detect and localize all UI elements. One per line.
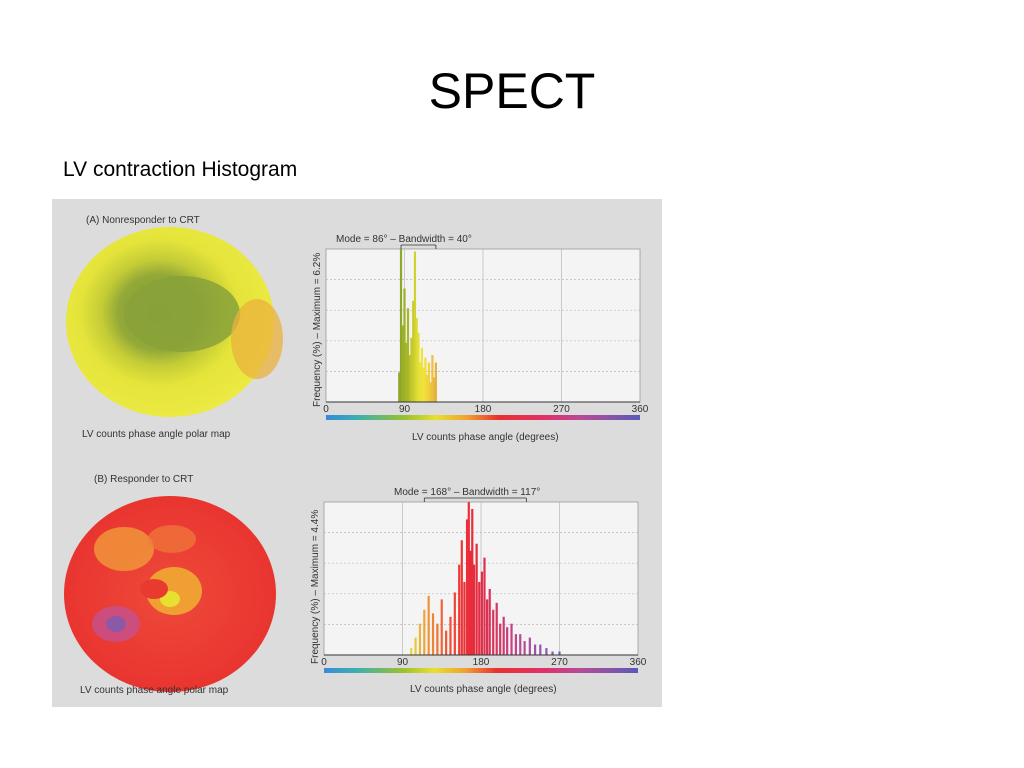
chart-b-xlabel: LV counts phase angle (degrees) [410,684,557,695]
slide-title: SPECT [428,63,596,119]
x-tick-label: 180 [473,657,490,668]
histogram-bar [478,581,481,655]
histogram-bar [412,300,415,402]
histogram-bar [558,651,561,655]
polar-map-b [64,496,276,692]
histogram-bar [413,251,417,402]
chart-b-title: Mode = 168° – Bandwidth = 117° [394,487,540,498]
histogram-bar [406,308,410,402]
chart-a-xlabel: LV counts phase angle (degrees) [412,432,559,443]
histogram-bar [465,519,469,655]
histogram-bar [401,325,404,402]
histogram-bar [420,347,424,402]
histogram-bar [475,543,478,655]
histogram-bar [427,595,430,655]
x-tick-label: 360 [630,657,647,668]
polar-map-a [66,227,283,417]
histogram-bar [426,374,429,402]
chart-a-title: Mode = 86° – Bandwidth = 40° [336,234,472,245]
histogram-bar [467,502,470,655]
histogram-bar [499,623,502,655]
x-tick-label: 90 [399,404,411,415]
panel-a-label: (A) Nonresponder to CRT [86,215,200,226]
histogram-bar [433,377,436,402]
histogram-bar [429,382,432,402]
histogram-bar [399,249,403,402]
chart-b-ylabel: Frequency (%) – Maximum = 4.4% [310,510,321,664]
histogram-bar [410,648,413,655]
histogram-bar [469,550,472,655]
histogram-bar [502,616,505,655]
histogram-bar [417,332,420,402]
histogram-bar [488,588,491,655]
histogram-bar [422,367,425,402]
histogram-b: 0 90 180 270 360 [321,497,647,673]
histogram-bar [492,609,495,655]
x-tick-label: 360 [632,404,649,415]
histogram-bar [431,355,434,402]
histogram-bar [398,372,401,402]
polar-map-a-caption: LV counts phase angle polar map [82,429,231,440]
histogram-bar [419,362,422,402]
histogram-bar [539,644,542,655]
histogram-bar [403,288,406,402]
x-tick-label: 270 [551,657,568,668]
histogram-bar [471,508,474,655]
histogram-bar [483,557,486,655]
x-tick-label: 90 [397,657,409,668]
histogram-bar [495,602,498,655]
histogram-bar [523,641,526,655]
histogram-bar [458,564,461,655]
histogram-bar [486,599,489,655]
histogram-bar [418,623,422,655]
spect-figure: (A) Nonresponder to CRT LV counts phase … [52,199,662,707]
histogram-bar [445,630,448,655]
phase-color-bar [326,415,640,420]
histogram-bar [440,599,443,655]
histogram-bar [551,651,554,655]
histogram-bar [545,648,548,655]
histogram-bar [410,337,413,402]
x-tick-label: 270 [553,404,570,415]
histogram-bar [423,609,426,655]
histogram-bar [510,623,513,655]
phase-color-bar [324,668,638,673]
x-tick-label: 0 [323,404,329,415]
histogram-bar [472,564,476,655]
histogram-bar [405,342,408,402]
x-tick-label: 180 [475,404,492,415]
chart-a-ylabel: Frequency (%) – Maximum = 6.2% [312,253,323,407]
histogram-bar [415,318,418,402]
histogram-bar [514,634,517,655]
histogram-bar [449,616,452,655]
histogram-bar [453,592,456,655]
histogram-bar [408,355,411,402]
histogram-bar [431,613,435,655]
histogram-bar [463,581,466,655]
histogram-bar [414,637,417,655]
figure-svg: (A) Nonresponder to CRT LV counts phase … [64,215,649,696]
histogram-bar [427,362,431,402]
histogram-bar [519,634,522,655]
histogram-bar [506,627,509,655]
histogram-bar [480,571,483,655]
histogram-bar [434,362,437,402]
histogram-a: 0 90 180 270 360 [323,244,649,420]
histogram-bar [424,357,427,402]
polar-map-b-caption: LV counts phase angle polar map [80,685,229,696]
x-tick-label: 0 [321,657,327,668]
histogram-bar [533,644,537,655]
histogram-bar [460,540,463,655]
histogram-bar [436,623,439,655]
panel-b-label: (B) Responder to CRT [94,474,193,485]
histogram-bar [528,637,531,655]
slide-subtitle: LV contraction Histogram [63,158,298,181]
